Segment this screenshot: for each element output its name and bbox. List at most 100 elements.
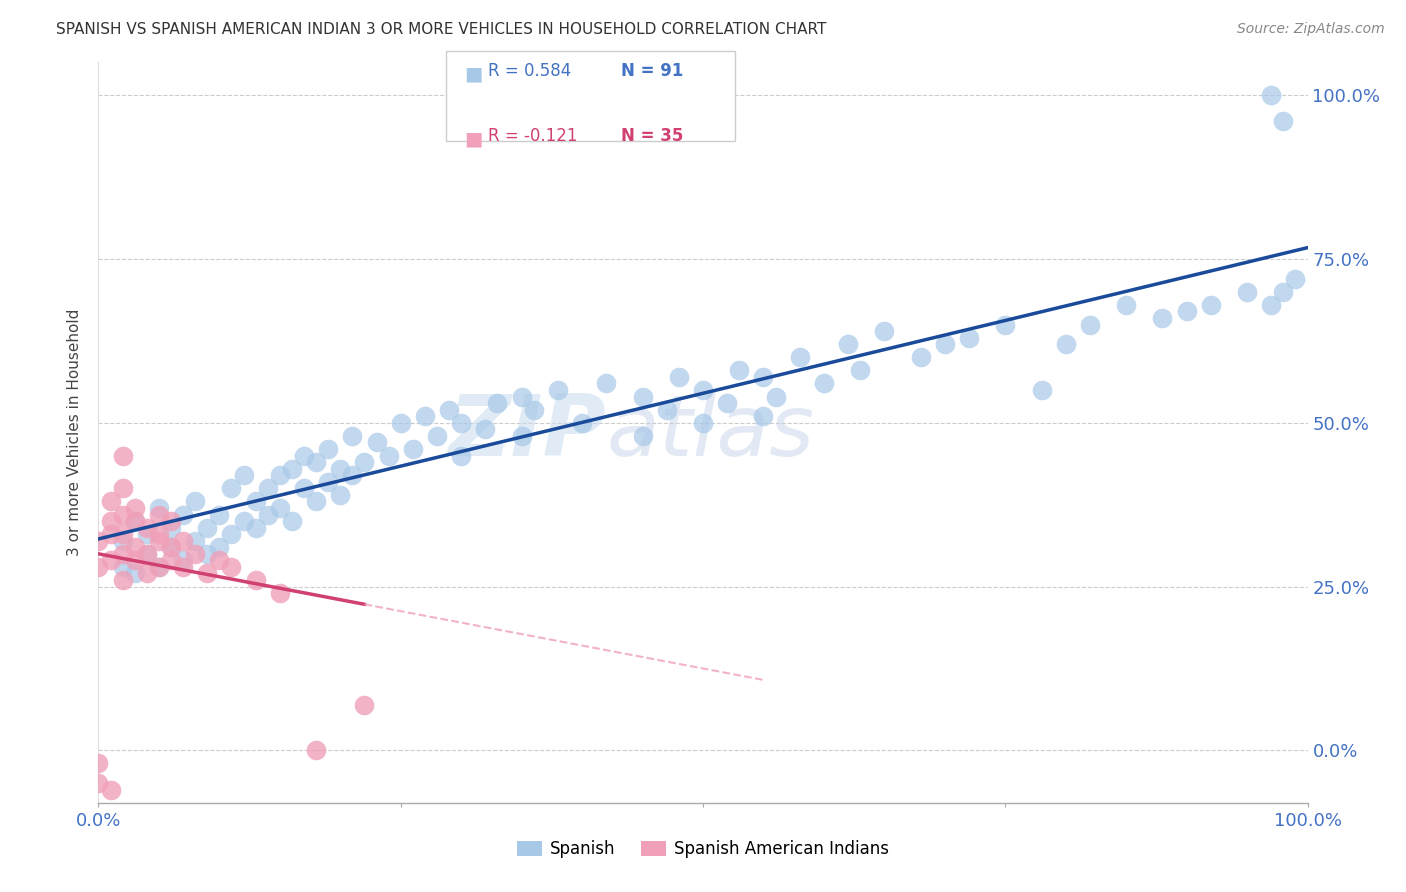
Point [135,566,157,581]
Point [111,573,134,587]
Point [1054,337,1077,351]
Text: ZIP: ZIP [449,391,606,475]
Point [957,330,980,344]
Point [366,435,388,450]
Text: R = 0.584: R = 0.584 [488,62,582,79]
Point [523,402,546,417]
Text: atlas: atlas [606,391,814,475]
Point [184,547,207,561]
Text: ■: ■ [464,129,482,148]
Point [100,782,122,797]
Y-axis label: 3 or more Vehicles in Household: 3 or more Vehicles in Household [67,309,83,557]
Point [631,429,654,443]
Text: Source: ZipAtlas.com: Source: ZipAtlas.com [1237,22,1385,37]
Point [1175,304,1198,318]
Point [849,363,872,377]
Point [124,541,146,555]
Point [329,461,352,475]
Text: N = 35: N = 35 [621,127,683,145]
Point [245,521,267,535]
Point [148,508,170,522]
Text: SPANISH VS SPANISH AMERICAN INDIAN 3 OR MORE VEHICLES IN HOUSEHOLD CORRELATION C: SPANISH VS SPANISH AMERICAN INDIAN 3 OR … [56,22,827,37]
Point [305,494,328,508]
Point [135,527,157,541]
Point [100,494,122,508]
Point [111,560,134,574]
Point [342,468,364,483]
Point [402,442,425,456]
Point [631,390,654,404]
Point [172,533,194,548]
Point [160,514,183,528]
Point [752,370,775,384]
Point [1260,298,1282,312]
Text: R = -0.121: R = -0.121 [488,127,582,145]
Point [172,560,194,574]
Point [716,396,738,410]
Point [232,514,254,528]
Point [111,533,134,548]
Point [813,376,835,391]
Point [184,494,207,508]
Point [1199,298,1222,312]
Point [111,527,134,541]
Point [474,422,496,436]
Point [316,475,339,489]
Point [148,500,170,515]
Point [195,566,218,581]
Point [172,553,194,567]
Point [100,514,122,528]
Point [208,541,231,555]
Point [269,468,291,483]
Point [160,553,183,567]
Point [221,527,243,541]
Point [208,553,231,567]
Point [100,527,122,541]
Point [87,776,110,790]
Point [148,560,170,574]
Point [245,573,267,587]
Point [124,566,146,581]
Point [148,527,170,541]
Point [269,500,291,515]
Legend: Spanish, Spanish American Indians: Spanish, Spanish American Indians [510,833,896,865]
Point [1115,298,1137,312]
Point [281,514,304,528]
Point [292,449,315,463]
Point [160,521,183,535]
Point [1272,285,1295,299]
Point [692,383,714,397]
Point [124,553,146,567]
Point [353,698,375,712]
Point [221,481,243,495]
Point [342,429,364,443]
Point [269,586,291,600]
Point [450,416,472,430]
Text: N = 91: N = 91 [621,62,683,79]
Point [111,547,134,561]
Point [1236,285,1258,299]
Point [837,337,859,351]
Point [160,541,183,555]
Point [124,500,146,515]
Point [221,560,243,574]
Point [87,756,110,771]
Point [292,481,315,495]
Point [547,383,569,397]
Point [148,560,170,574]
Point [135,521,157,535]
Point [426,429,449,443]
Point [934,337,956,351]
Point [765,390,787,404]
Point [1260,88,1282,103]
Point [305,455,328,469]
Point [232,468,254,483]
Point [910,351,932,365]
Point [1272,114,1295,128]
Point [245,494,267,508]
Point [316,442,339,456]
Point [135,547,157,561]
Point [377,449,399,463]
Text: ■: ■ [464,64,482,83]
Point [789,351,811,365]
